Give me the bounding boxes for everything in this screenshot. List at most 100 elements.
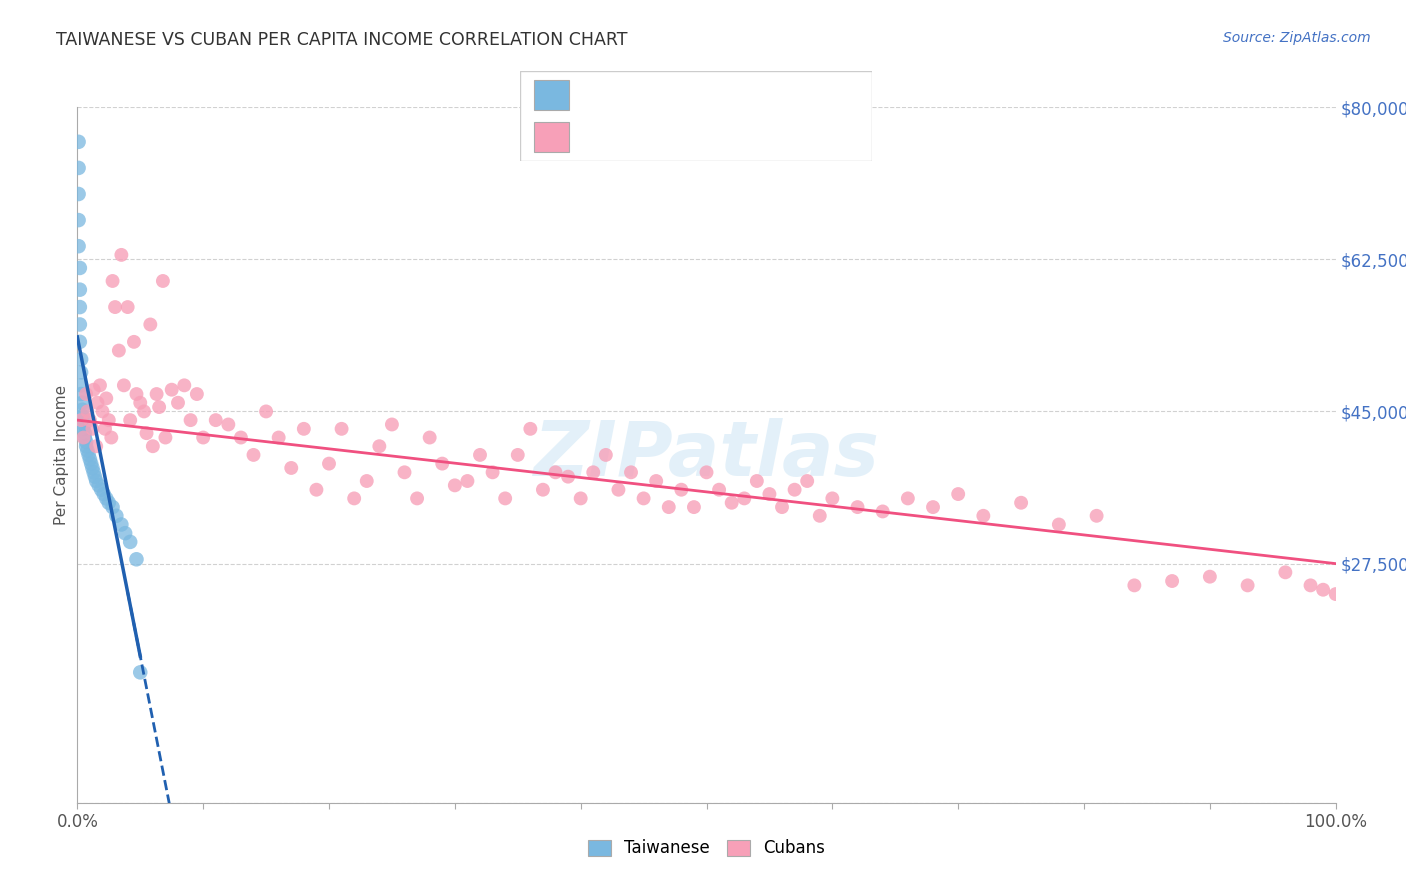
Point [139,318,162,332]
Point [132,404,155,418]
Point [75,439,97,453]
Point [73,426,96,441]
Text: R =: R = [581,87,610,103]
Point [75,434,97,449]
Point [582,466,605,480]
Point [846,500,869,514]
Point [117,300,139,314]
Point [1123,578,1146,592]
Point [152,274,174,288]
Point [292,422,315,436]
Point [972,508,994,523]
Point [104,300,127,314]
Point [76,443,98,458]
Point [191,431,215,445]
Point [79,413,101,427]
Point [186,387,208,401]
Point [406,491,429,506]
Point [96,392,118,406]
Point [368,439,391,453]
Point [242,448,264,462]
Point [808,508,831,523]
Point [1324,587,1347,601]
Point [72,422,94,436]
Point [948,487,970,501]
Point [84,439,107,453]
Point [77,448,100,462]
Point [69,260,91,275]
Bar [534,122,569,152]
Point [82,422,104,436]
Point [82,461,104,475]
Point [645,474,668,488]
Point [155,431,177,445]
Point [707,483,730,497]
Point [531,483,554,497]
Point [72,413,94,427]
Point [67,135,90,149]
Point [557,469,579,483]
Point [72,417,94,432]
Point [72,396,94,410]
Point [1047,517,1070,532]
Point [96,491,118,506]
Point [90,483,112,497]
Point [343,491,366,506]
Point [67,187,90,202]
Point [267,431,290,445]
Point [114,526,136,541]
Point [1236,578,1258,592]
Point [770,500,793,514]
Point [110,517,132,532]
Point [897,491,920,506]
Text: Source: ZipAtlas.com: Source: ZipAtlas.com [1223,31,1371,45]
Point [125,387,148,401]
Point [519,422,541,436]
Point [620,466,643,480]
Point [696,466,718,480]
Text: N =: N = [738,87,769,103]
Point [745,474,768,488]
Point [733,491,755,506]
Point [217,417,239,432]
Point [229,431,252,445]
Point [607,483,630,497]
Point [72,402,94,417]
Point [494,491,516,506]
Point [87,478,110,492]
Point [160,383,183,397]
Point [318,457,340,471]
Point [468,448,491,462]
Point [444,478,467,492]
Point [120,413,142,427]
Point [595,448,617,462]
Point [100,431,122,445]
Point [758,487,780,501]
Point [683,500,706,514]
Point [821,491,844,506]
Point [108,343,131,358]
Point [84,474,107,488]
Text: 108: 108 [801,129,835,145]
Point [872,504,894,518]
Point [506,448,529,462]
Point [67,213,90,227]
Point [204,413,226,427]
Text: -0.330: -0.330 [644,87,700,103]
Point [70,352,93,367]
Point [93,487,115,501]
Point [97,413,120,427]
Point [783,483,806,497]
Point [142,439,165,453]
Point [145,387,167,401]
Point [658,500,681,514]
Point [129,396,152,410]
Text: ZIPatlas: ZIPatlas [533,418,880,491]
Point [89,378,111,392]
Point [83,466,105,480]
Point [125,552,148,566]
Point [67,161,90,175]
Point [432,457,454,471]
Point [91,404,114,418]
Point [394,466,416,480]
